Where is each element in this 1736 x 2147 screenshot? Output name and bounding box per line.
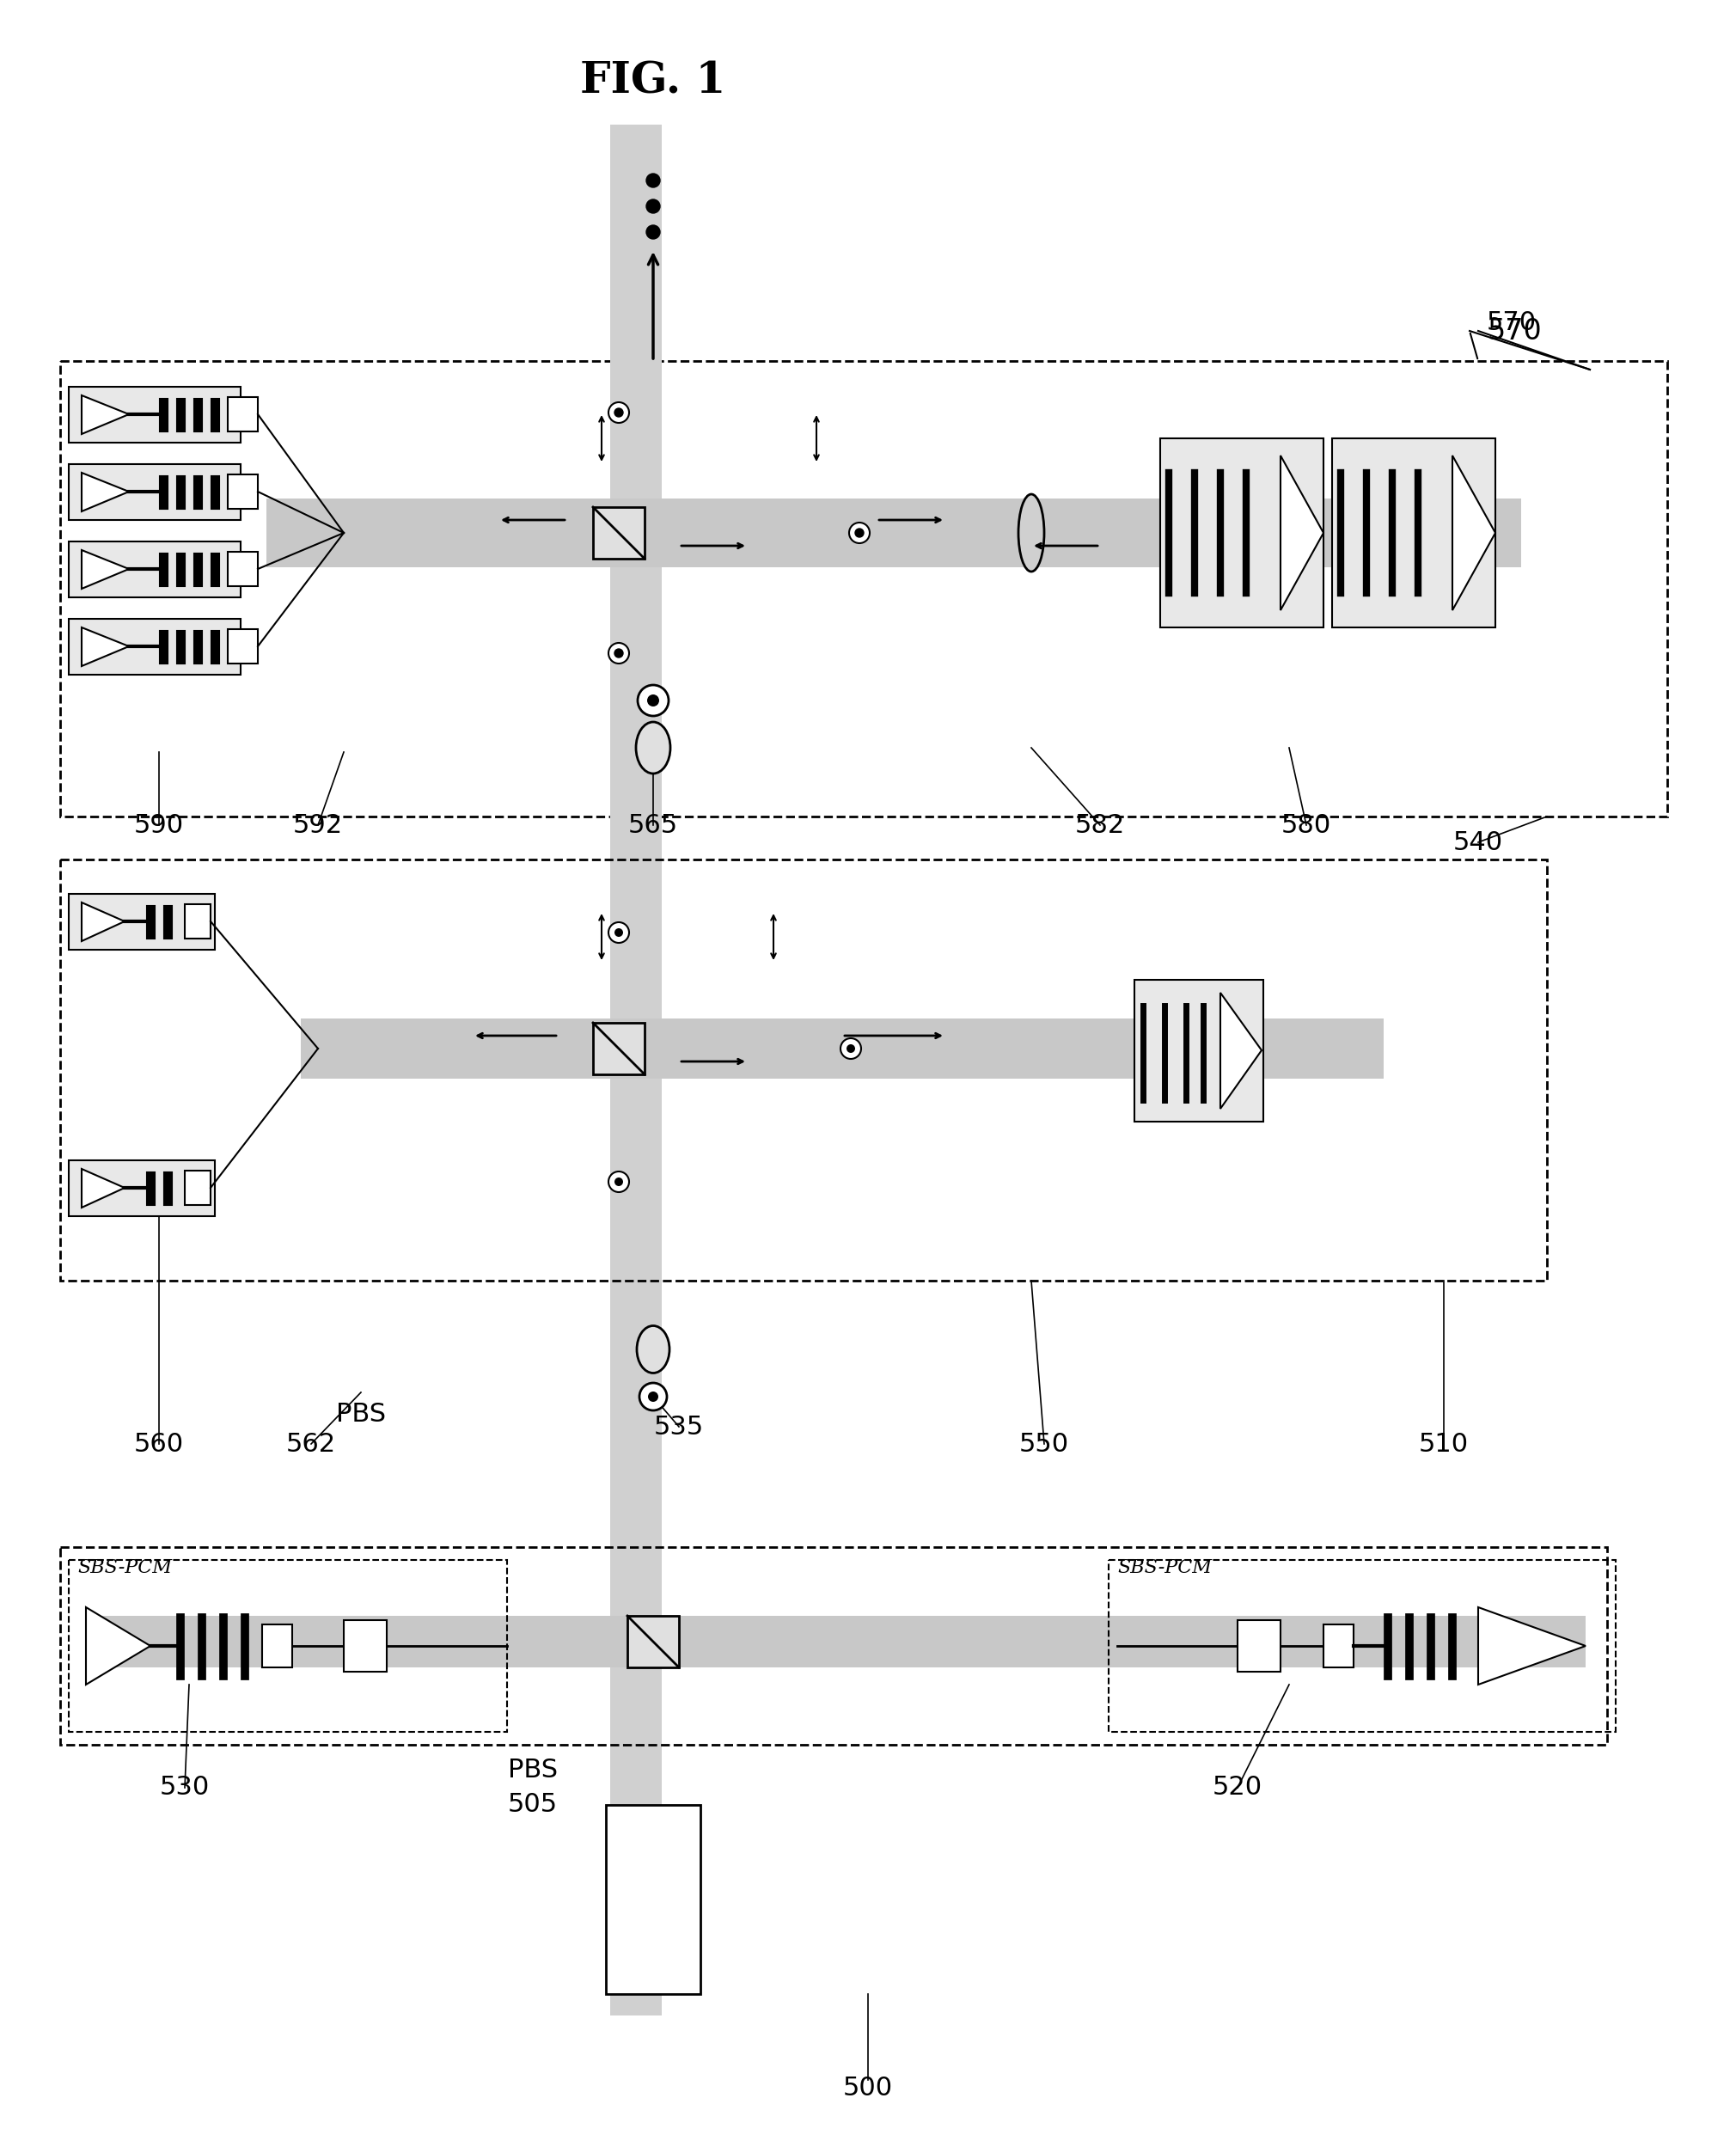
Polygon shape — [87, 1608, 151, 1685]
Bar — [227, 552, 259, 586]
Polygon shape — [82, 902, 125, 940]
Circle shape — [637, 685, 668, 715]
Bar — [266, 498, 1521, 567]
Text: 500: 500 — [844, 2076, 892, 2102]
Circle shape — [646, 225, 660, 238]
Text: 570: 570 — [1486, 318, 1542, 346]
Polygon shape — [1453, 455, 1495, 610]
Circle shape — [615, 408, 623, 417]
Bar — [1238, 1621, 1281, 1673]
Text: 505: 505 — [509, 1793, 557, 1816]
Circle shape — [615, 928, 623, 936]
Bar — [69, 618, 241, 674]
Text: 560: 560 — [134, 1432, 184, 1456]
Circle shape — [840, 1039, 861, 1058]
Bar — [1109, 1561, 1616, 1733]
Text: FIG. 1: FIG. 1 — [580, 60, 726, 103]
Text: 520: 520 — [1212, 1776, 1262, 1799]
Polygon shape — [1220, 992, 1262, 1108]
Ellipse shape — [1019, 494, 1043, 571]
Bar — [227, 397, 259, 432]
Bar — [227, 629, 259, 663]
Circle shape — [608, 1172, 628, 1192]
Circle shape — [849, 522, 870, 543]
Text: 535: 535 — [654, 1415, 705, 1438]
Text: 550: 550 — [1019, 1432, 1069, 1456]
Bar — [61, 1548, 1608, 1746]
Bar — [1332, 438, 1495, 627]
Bar — [344, 1621, 387, 1673]
Bar — [61, 361, 1667, 816]
Bar — [262, 1625, 292, 1668]
Bar — [69, 1159, 215, 1215]
Bar — [1160, 438, 1323, 627]
Ellipse shape — [637, 1325, 670, 1374]
Text: SBS-PCM: SBS-PCM — [1118, 1559, 1212, 1578]
Polygon shape — [82, 1168, 125, 1207]
Bar — [227, 474, 259, 509]
Circle shape — [646, 200, 660, 213]
Bar — [609, 125, 661, 2016]
Text: 590: 590 — [134, 814, 184, 837]
Text: PBS: PBS — [509, 1758, 557, 1782]
Circle shape — [856, 528, 865, 537]
Text: 580: 580 — [1281, 814, 1332, 837]
Circle shape — [648, 693, 660, 706]
Circle shape — [615, 648, 623, 657]
Polygon shape — [82, 395, 128, 434]
Bar — [1323, 1625, 1354, 1668]
Bar — [1134, 979, 1264, 1121]
Circle shape — [608, 642, 628, 663]
Text: SBS-PCM: SBS-PCM — [78, 1559, 172, 1578]
Bar — [594, 507, 644, 558]
Polygon shape — [82, 472, 128, 511]
Text: 582: 582 — [1075, 814, 1125, 837]
Circle shape — [847, 1043, 856, 1052]
Circle shape — [648, 1391, 658, 1402]
Circle shape — [639, 1383, 667, 1411]
Circle shape — [615, 1177, 623, 1185]
Bar — [184, 1170, 210, 1204]
Text: PBS: PBS — [337, 1402, 385, 1426]
Bar — [69, 464, 241, 520]
Ellipse shape — [635, 721, 670, 773]
Circle shape — [646, 174, 660, 187]
Text: 565: 565 — [628, 814, 679, 837]
Text: 592: 592 — [293, 814, 344, 837]
Bar — [627, 1617, 679, 1668]
Bar — [69, 893, 215, 949]
Polygon shape — [82, 627, 128, 666]
Text: 530: 530 — [160, 1776, 210, 1799]
Bar — [69, 541, 241, 597]
Bar — [69, 1561, 507, 1733]
Text: 562: 562 — [286, 1432, 337, 1456]
Bar — [594, 1022, 644, 1074]
Polygon shape — [1281, 455, 1323, 610]
Text: 570: 570 — [1486, 309, 1536, 335]
Bar — [61, 859, 1547, 1280]
Bar — [184, 904, 210, 938]
Polygon shape — [82, 550, 128, 588]
Text: 510: 510 — [1418, 1432, 1469, 1456]
Bar — [300, 1018, 1384, 1078]
Text: 540: 540 — [1453, 831, 1503, 855]
Circle shape — [608, 923, 628, 943]
Polygon shape — [1477, 1608, 1585, 1685]
Circle shape — [608, 401, 628, 423]
Bar — [606, 1806, 700, 1995]
Bar — [87, 1617, 1585, 1668]
Bar — [69, 386, 241, 442]
